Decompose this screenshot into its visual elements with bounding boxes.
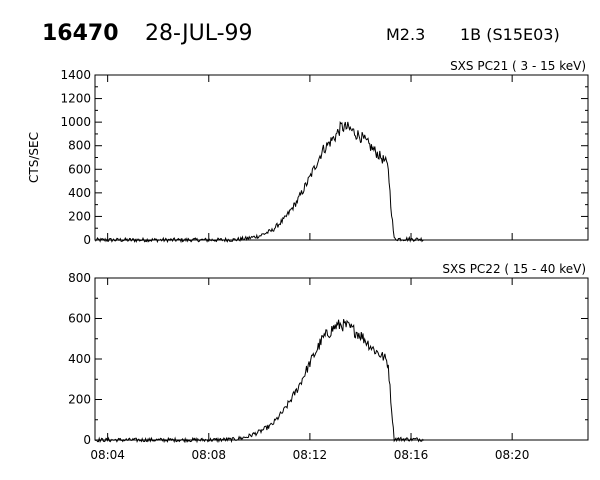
y-tick-label: 1200 [60,92,91,106]
y-tick-label: 0 [83,433,91,447]
flare-class: M2.3 [386,25,425,44]
y-axis-label: CTS/SEC [27,132,41,183]
event-date: 28-JUL-99 [145,21,253,46]
chart-panels: SXS PC21 ( 3 - 15 keV) 0 200 400 600 800 1000 1… [27,59,589,462]
x-tick-label: 08:16 [394,448,429,462]
event-id: 16470 [42,21,119,46]
x-tick-label: 08:20 [495,448,530,462]
channel-label: SXS PC22 ( 15 - 40 keV) [442,262,586,276]
x-tick-label: 08:08 [191,448,226,462]
plot-frame [94,74,589,241]
y-tick-label: 400 [68,186,91,200]
optical-class: 1B (S15E03) [460,25,560,44]
y-tick-label: 400 [68,352,91,366]
y-tick-label: 800 [68,271,91,285]
y-tick-label: 1000 [60,115,91,129]
y-tick-label: 1400 [60,68,91,82]
y-tick-label: 600 [68,162,91,176]
y-tick-label: 800 [68,139,91,153]
channel-label: SXS PC21 ( 3 - 15 keV) [450,59,586,73]
y-tick-label: 200 [68,209,91,223]
x-tick-label: 08:04 [90,448,125,462]
y-tick-label: 600 [68,312,91,326]
plot-frame [94,277,589,441]
series-line [94,121,424,244]
y-tick-label: 200 [68,393,91,407]
series-line [94,318,425,444]
x-tick-label: 08:12 [293,448,328,462]
y-tick-label: 0 [83,233,91,247]
